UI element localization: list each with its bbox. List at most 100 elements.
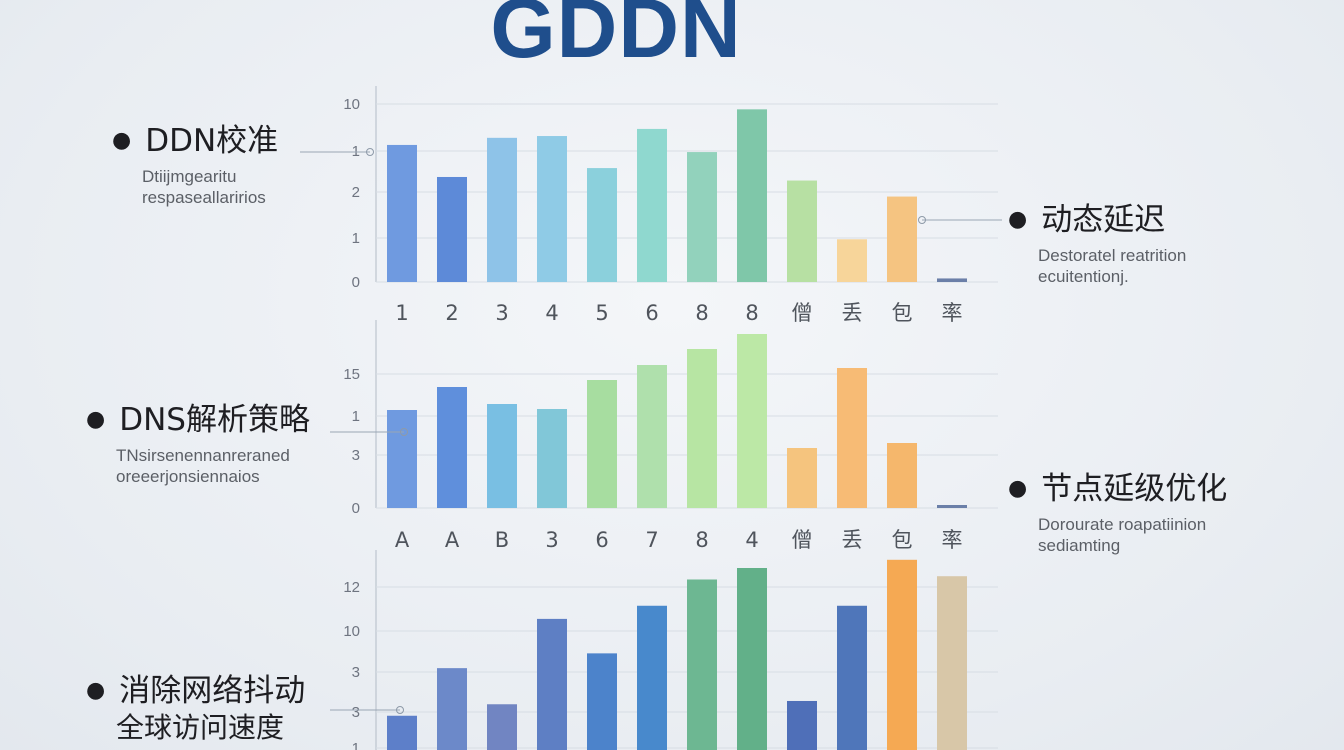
bullet-icon: ● (86, 407, 106, 432)
bar (487, 404, 517, 508)
chart-top: 1012101 2 3 4 5 6 8 8 僧丢包率 (343, 86, 998, 325)
bullet-icon: ● (112, 128, 132, 153)
bar (537, 618, 567, 750)
bar (787, 448, 817, 508)
bar (437, 176, 467, 282)
annotation-leader-lines (300, 148, 1002, 714)
bar (737, 334, 767, 508)
x-tick-label: 8 (695, 528, 708, 552)
y-tick-label: 15 (343, 366, 360, 383)
x-tick-label: 丢 (842, 301, 863, 325)
x-tick-label: 5 (595, 301, 608, 325)
bar (737, 109, 767, 282)
y-tick-label: 0 (352, 274, 360, 291)
leader-dot (400, 428, 408, 436)
leader-dot (918, 216, 926, 224)
bar (837, 239, 867, 282)
x-tick-label: A (395, 528, 410, 552)
y-tick-label: 1 (352, 230, 360, 247)
x-tick-label: 丢 (842, 528, 863, 552)
bar (387, 410, 417, 508)
y-tick-label: 12 (343, 579, 360, 596)
bar (687, 152, 717, 282)
x-tick-label: 包 (892, 528, 913, 552)
bar (787, 180, 817, 282)
y-tick-label: 10 (343, 623, 360, 640)
x-tick-label: 包 (892, 301, 913, 325)
chart-bottom: 12 10 3 3 1 (343, 550, 998, 750)
bar (587, 653, 617, 750)
bar (837, 368, 867, 508)
x-tick-label: 率 (942, 301, 963, 325)
bar (687, 349, 717, 508)
annotation-line: sediamting (1038, 535, 1121, 555)
x-tick-label: 3 (495, 301, 508, 325)
annotation-dns-strategy: ● DNS解析策略 TNsirsenennanreraned oreeerjons… (86, 402, 310, 487)
bar (887, 443, 917, 508)
bar (937, 576, 967, 750)
bar (387, 715, 417, 750)
annotation-ddn-calibration: ● DDN校准 Dtiijmgearitu respaseallaririos (112, 123, 279, 208)
y-tick-label: 1 (352, 408, 360, 425)
annotation-line: TNsirsenennanreraned (116, 445, 290, 465)
bar (787, 700, 817, 750)
x-tick-label: 6 (595, 528, 608, 552)
annotation-heading: 动态延迟 (1041, 202, 1166, 238)
bullet-icon: ● (86, 678, 106, 703)
y-tick-label: 3 (352, 664, 360, 681)
x-tick-label: 4 (545, 301, 558, 325)
leader-dot (396, 706, 404, 714)
annotation-line: Dtiijmgearitu (142, 166, 237, 186)
bar (887, 559, 917, 750)
bar (637, 605, 667, 750)
x-tick-label: 4 (745, 528, 758, 552)
bar (487, 137, 517, 282)
bar (887, 196, 917, 282)
y-tick-label: 2 (352, 184, 360, 201)
bar (587, 380, 617, 508)
bar (437, 668, 467, 750)
y-tick-label: 10 (343, 96, 360, 113)
annotation-heading: 节点延级优化 (1041, 471, 1228, 507)
bar (937, 278, 967, 282)
x-tick-label: 率 (942, 528, 963, 552)
bar (587, 168, 617, 282)
x-tick-label: 8 (745, 301, 758, 325)
bar (687, 579, 717, 750)
annotation-line: Destoratel reatrition (1038, 245, 1187, 265)
bar (387, 144, 417, 282)
annotation-heading: DDN校准 (145, 123, 279, 159)
chart-middle: 15 1 3 0 A A B 3 6 7 8 4 僧 丢 包 率 (343, 320, 998, 552)
annotation-heading: DNS解析策略 (119, 402, 310, 438)
annotation-line: respaseallaririos (142, 187, 266, 207)
y-tick-label: 3 (352, 447, 360, 464)
annotation-line: Dorourate roapatiinion (1038, 514, 1207, 534)
annotation-line: 全球访问速度 (116, 710, 285, 744)
x-tick-label: 8 (695, 301, 708, 325)
bar (487, 704, 517, 750)
bar (837, 605, 867, 750)
bar (537, 136, 567, 282)
bullet-icon: ● (1008, 207, 1028, 232)
annotation-line: ecuitentionj. (1038, 266, 1129, 286)
x-tick-label: 2 (445, 301, 458, 325)
x-tick-label: 1 (395, 301, 408, 325)
x-tick-label: 僧 (792, 528, 813, 552)
bar (737, 568, 767, 750)
bar (937, 505, 967, 508)
annotation-dynamic-latency: ● 动态延迟 Destoratel reatrition ecuitentionj… (1008, 202, 1187, 287)
y-tick-label: 0 (352, 500, 360, 517)
x-tick-label: A (445, 528, 460, 552)
annotation-jitter-elimination: ● 消除网络抖动 全球访问速度 (86, 673, 306, 744)
leader-dot (366, 148, 374, 156)
x-tick-label: B (495, 528, 509, 552)
y-tick-label: 3 (352, 704, 360, 721)
bar (537, 409, 567, 508)
annotation-heading: 消除网络抖动 (119, 673, 306, 709)
annotation-node-optimization: ● 节点延级优化 Dorourate roapatiinion sediamtin… (1008, 471, 1228, 556)
x-tick-label: 7 (645, 528, 658, 552)
x-tick-label: 3 (545, 528, 558, 552)
bar (437, 387, 467, 508)
bar (637, 128, 667, 282)
